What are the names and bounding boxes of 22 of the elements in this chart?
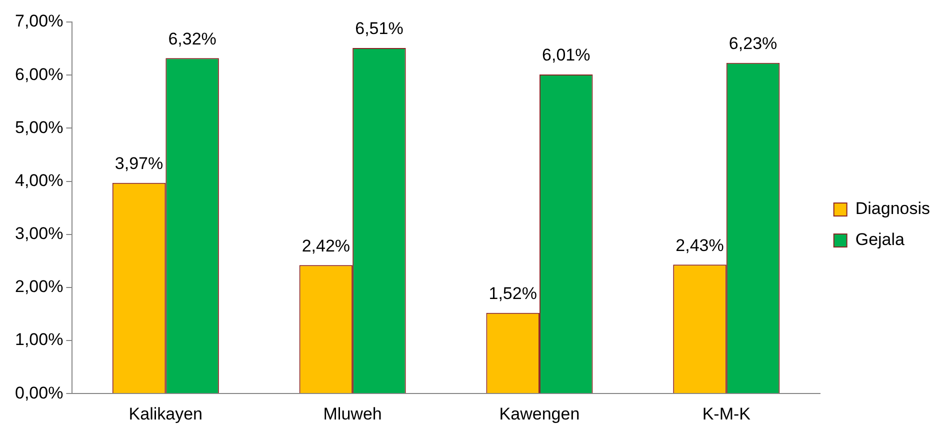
y-tick-label: 3,00% (15, 224, 64, 244)
legend-label: Gejala (855, 230, 906, 250)
legend-label: Diagnosis (855, 199, 930, 218)
y-tick-label: 5,00% (15, 118, 64, 137)
y-tick-label: 7,00% (15, 12, 64, 31)
data-label: 3,97% (114, 154, 164, 174)
data-label: 6,32% (168, 29, 216, 48)
x-tick-label: Kawengen (499, 404, 580, 424)
y-tick-label: 0,00% (15, 383, 64, 402)
y-tick-label: 2,00% (15, 277, 64, 296)
y-tick-label: 6,00% (15, 64, 64, 84)
y-tick-label: 1,00% (15, 330, 64, 350)
y-tick-label: 4,00% (15, 170, 64, 190)
data-label: 1,52% (488, 284, 537, 304)
data-label: 6,51% (355, 19, 404, 38)
data-label: 2,43% (676, 236, 724, 255)
x-tick-label: Kalikayen (128, 404, 203, 424)
data-label: 6,23% (728, 34, 778, 54)
x-tick-label: K-M-K (702, 404, 752, 424)
data-label: 2,42% (302, 236, 350, 256)
x-tick-label: Mluweh (323, 404, 382, 424)
data-label: 6,01% (542, 46, 590, 65)
